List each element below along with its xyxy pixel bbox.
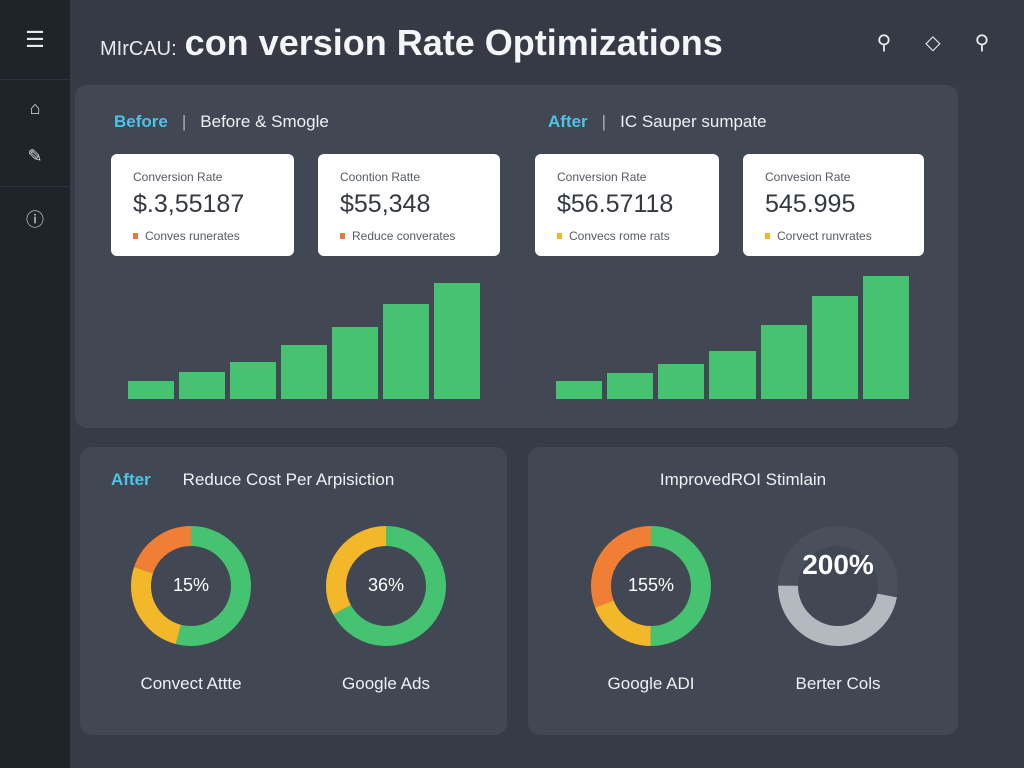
bullet-icon: [765, 233, 770, 239]
card-value: $55,348: [340, 190, 431, 218]
header: MIrCAU: con version Rate Optimizations ⚲…: [70, 0, 1024, 82]
sidebar-item-info[interactable]: ⓘ: [0, 206, 70, 232]
card-note-text: Conves runerates: [145, 229, 240, 243]
card-note-text: Convecs rome rats: [569, 229, 670, 243]
sidebar-item-edit[interactable]: ✎: [0, 146, 70, 167]
title-text: con version Rate Optimizations: [184, 22, 723, 63]
alert-icon: ⓘ: [26, 210, 44, 230]
sidebar-divider: [0, 186, 70, 187]
after-tag: After: [548, 112, 588, 131]
before-subtitle: Before & Smogle: [200, 112, 329, 131]
sidebar: ☰ ⌂ ✎ ⓘ: [0, 0, 70, 768]
donut-chart: [591, 526, 711, 646]
metric-card: Conversion Rate $56.57118 Convecs rome r…: [535, 154, 719, 256]
card-label: Convesion Rate: [765, 170, 851, 184]
card-label: Conversion Rate: [557, 170, 647, 184]
bullet-icon: [340, 233, 345, 239]
metric-card: Conversion Rate $.3,55187 Conves runerat…: [111, 154, 294, 256]
donut-label: Google ADI: [607, 674, 695, 693]
bar: [128, 381, 174, 399]
edit-icon: ✎: [27, 146, 43, 166]
bar: [230, 362, 276, 399]
card-note-text: Reduce converates: [352, 229, 456, 243]
donut-label: Google Ads: [342, 674, 430, 693]
bar: [434, 283, 480, 399]
donut-segment: [778, 526, 898, 646]
after-subtitle: IC Sauper sumpate: [620, 112, 767, 131]
bar: [658, 364, 705, 399]
bar: [383, 304, 429, 399]
donut-chart: [778, 526, 898, 646]
after-bar-chart: [556, 269, 909, 399]
conversion-panel: [75, 85, 958, 428]
donut-segment: [778, 526, 898, 646]
cost-title: Reduce Cost Per Arpisiction: [182, 470, 395, 489]
tag-icon[interactable]: ◇: [925, 32, 941, 54]
donut-label: Berter Cols: [795, 674, 881, 693]
bar: [607, 373, 654, 399]
donut-value: 200%: [802, 549, 874, 580]
metric-card: Coontion Ratte $55,348 Reduce converates: [318, 154, 500, 256]
donut-label: Convect Attte: [140, 674, 242, 693]
card-value: $.3,55187: [133, 190, 245, 218]
metric-card: Convesion Rate 545.995 Corvect runvrates: [743, 154, 924, 256]
sidebar-item-home[interactable]: ⌂: [0, 98, 70, 119]
bar: [760, 325, 807, 399]
bar: [332, 327, 378, 399]
card-note: Conves runerates: [133, 229, 272, 243]
before-bar-chart: [128, 269, 480, 399]
donut-segment: [131, 526, 251, 646]
page-title: MIrCAU: con version Rate Optimizations: [100, 22, 723, 64]
bar: [811, 296, 858, 399]
cost-tag: After: [111, 470, 151, 489]
card-label: Conversion Rate: [133, 170, 223, 184]
card-value: 545.995: [765, 190, 856, 218]
before-header: Before | Before & Smogle: [114, 112, 329, 131]
donut-segment: [131, 526, 251, 646]
bar: [709, 351, 756, 399]
card-value: $56.57118: [557, 190, 674, 218]
donut-value: 15%: [172, 575, 210, 595]
after-header: After | IC Sauper sumpate: [548, 112, 767, 131]
bar: [179, 372, 225, 399]
home-icon: ⌂: [29, 98, 41, 118]
bullet-icon: [133, 233, 138, 239]
roi-header: ImprovedROI Stimlain: [528, 470, 958, 490]
cost-header: After Reduce Cost Per Arpisiction: [111, 470, 394, 490]
bar: [281, 345, 327, 399]
roi-title: ImprovedROI Stimlain: [659, 470, 827, 489]
donut-value: 36%: [367, 575, 405, 595]
bar: [862, 276, 909, 399]
menu-icon: ☰: [25, 26, 45, 52]
donut-chart: [131, 526, 251, 646]
donut-segment: [591, 526, 711, 646]
card-note: Corvect runvrates: [765, 229, 902, 243]
title-prefix: MIrCAU:: [100, 38, 177, 60]
donut-segment: [326, 526, 446, 646]
card-note: Reduce converates: [340, 229, 478, 243]
search-icon-2[interactable]: ⚲: [974, 32, 990, 54]
before-tag: Before: [114, 112, 168, 131]
search-icon[interactable]: ⚲: [876, 32, 892, 54]
bar: [556, 381, 603, 399]
bullet-icon: [557, 233, 562, 239]
card-note: Convecs rome rats: [557, 229, 697, 243]
card-label: Coontion Ratte: [340, 170, 421, 184]
menu-button[interactable]: ☰: [0, 0, 70, 80]
donut-value: 155%: [627, 575, 675, 595]
donut-chart: [326, 526, 446, 646]
card-note-text: Corvect runvrates: [777, 229, 872, 243]
